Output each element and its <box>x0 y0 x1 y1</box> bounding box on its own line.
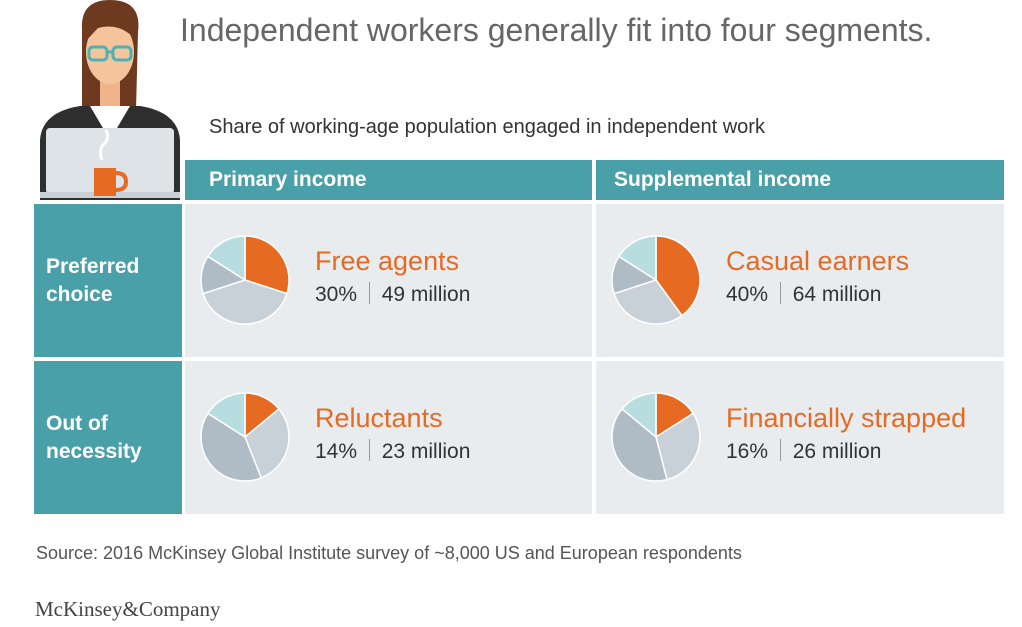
row-header-preferred-choice: Preferred choice <box>34 204 182 357</box>
column-header-supplemental-income: Supplemental income <box>596 160 1004 200</box>
pie-chart-casual-earners <box>611 235 701 325</box>
column-header-primary-income: Primary income <box>185 160 592 200</box>
cell-financially-strapped: Financially strapped 16% 26 million <box>596 361 1004 514</box>
pie-slice-casual-earners <box>611 407 668 482</box>
cell-free-agents: Free agents 30% 49 million <box>185 204 592 357</box>
segment-percent: 16% <box>726 440 774 463</box>
source-note: Source: 2016 McKinsey Global Institute s… <box>36 543 742 563</box>
row-header-out-of-necessity: Out of necessity <box>34 361 182 514</box>
segment-count: 64 million <box>786 283 882 306</box>
pie-slice-casual-earners <box>202 279 288 325</box>
segment-count: 49 million <box>375 283 471 306</box>
stat-divider <box>779 439 781 461</box>
mckinsey-logo: McKinsey&Company <box>35 597 221 621</box>
pie-chart-reluctants <box>200 392 290 482</box>
segment-count: 26 million <box>786 440 882 463</box>
segment-name: Reluctants <box>315 403 443 433</box>
stat-divider <box>779 282 781 304</box>
stat-divider <box>368 282 370 304</box>
chart-subtitle: Share of working-age population engaged … <box>209 116 765 138</box>
pie-slice-financially-strapped <box>655 392 695 439</box>
segment-count: 23 million <box>375 440 471 463</box>
pie-chart-free-agents <box>200 235 290 325</box>
pie-slice-free-agents <box>655 412 701 481</box>
segment-percent: 30% <box>315 283 363 306</box>
woman-at-laptop-icon <box>30 0 190 200</box>
segment-name: Financially strapped <box>726 403 967 433</box>
stat-divider <box>368 439 370 461</box>
pie-slice-financially-strapped <box>617 235 657 282</box>
segment-percent: 40% <box>726 283 774 306</box>
segment-stats: 14% 23 million <box>315 439 470 464</box>
pie-slice-free-agents <box>613 279 683 325</box>
page-title: Independent workers generally fit into f… <box>180 12 933 48</box>
row-header-preferred-choice-label: Preferred choice <box>46 254 140 306</box>
pie-slice-casual-earners <box>655 235 701 317</box>
segment-percent: 14% <box>315 440 363 463</box>
segment-name: Free agents <box>315 246 460 276</box>
pie-chart-financially-strapped <box>611 392 701 482</box>
segment-name: Casual earners <box>726 246 910 276</box>
segment-stats: 16% 26 million <box>726 439 881 464</box>
cell-casual-earners: Casual earners 40% 64 million <box>596 204 1004 357</box>
pie-slice-casual-earners <box>200 412 263 482</box>
pie-slice-financially-strapped <box>206 235 246 282</box>
segment-stats: 30% 49 million <box>315 282 470 307</box>
pie-slice-financially-strapped <box>206 392 246 439</box>
cell-reluctants: Reluctants 14% 23 million <box>185 361 592 514</box>
pie-slice-free-agents <box>244 407 290 479</box>
segment-stats: 40% 64 million <box>726 282 881 307</box>
row-header-out-of-necessity-label: Out of necessity <box>46 411 142 463</box>
pie-slice-free-agents <box>244 235 290 295</box>
pie-slice-reluctants <box>621 392 657 439</box>
